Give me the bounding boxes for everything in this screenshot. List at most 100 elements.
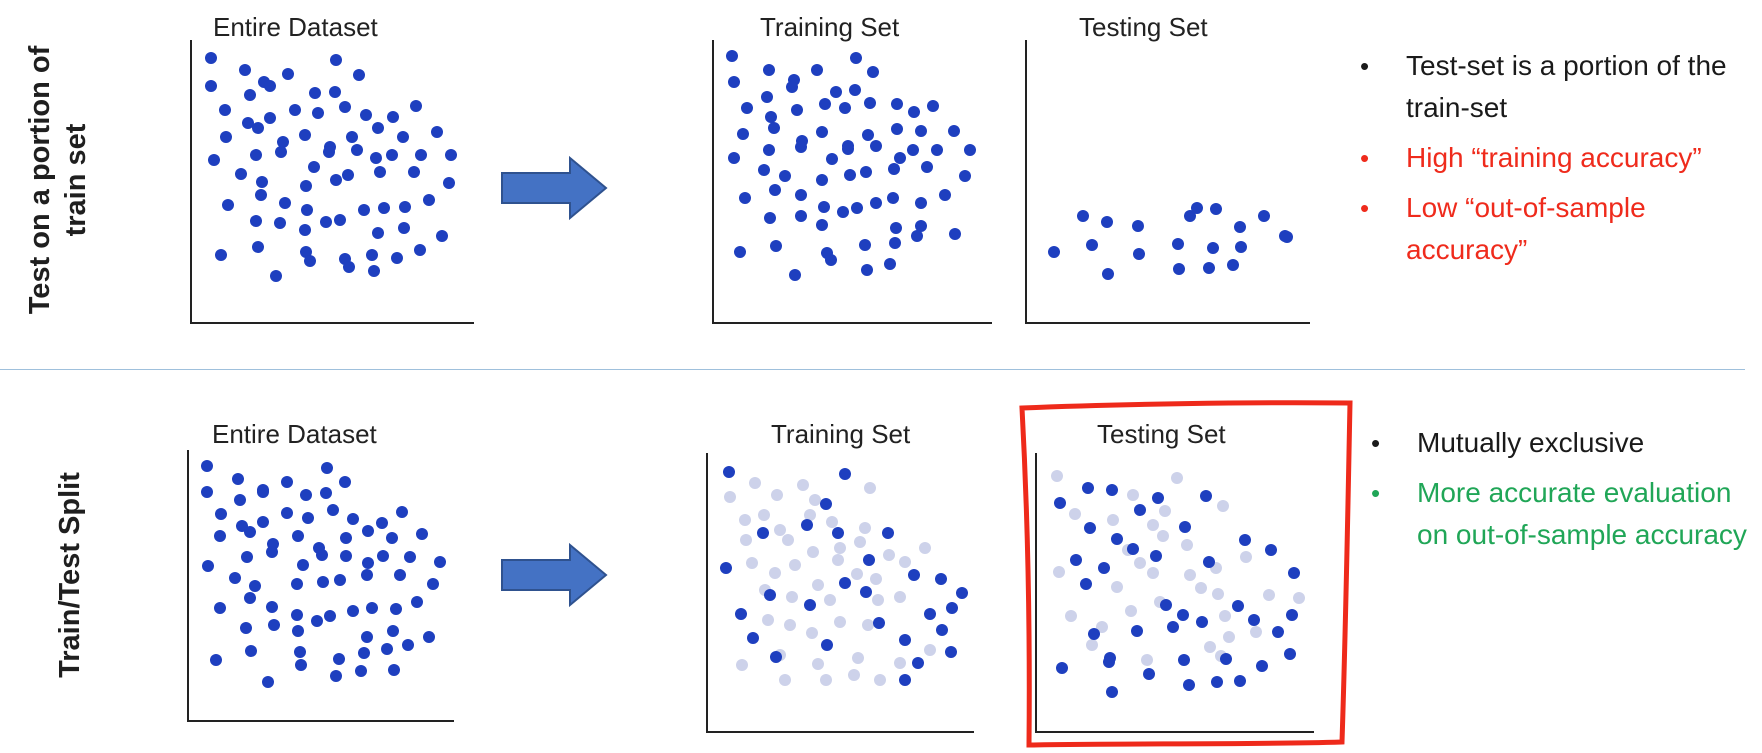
bottom-testing-faded-point xyxy=(1204,641,1216,653)
top-entire-point xyxy=(256,176,268,188)
top-training-point xyxy=(816,126,828,138)
bottom-training-faded-point xyxy=(736,659,748,671)
top-entire-point xyxy=(320,216,332,228)
top-training-point xyxy=(887,192,899,204)
top-training-point xyxy=(728,152,740,164)
bottom-testing-point xyxy=(1106,484,1118,496)
bottom-testing-faded-point xyxy=(1263,589,1275,601)
bottom-entire-point xyxy=(321,462,333,474)
bottom-training-point xyxy=(899,634,911,646)
bottom-testing-point xyxy=(1070,554,1082,566)
top-bullet-1: • Test-set is a portion of the train-set xyxy=(1360,50,1727,123)
bottom-entire-point xyxy=(240,622,252,634)
bottom-training-faded-point xyxy=(872,594,884,606)
bottom-entire-point xyxy=(245,645,257,657)
bottom-entire-point xyxy=(215,508,227,520)
bottom-entire-point xyxy=(295,659,307,671)
top-training-point xyxy=(931,144,943,156)
bottom-entire-point xyxy=(411,596,423,608)
bottom-entire-point xyxy=(387,625,399,637)
top-training-point xyxy=(826,153,838,165)
top-entire-point xyxy=(398,222,410,234)
top-bullet-2: • High “training accuracy” xyxy=(1360,142,1702,173)
bottom-entire-point xyxy=(294,646,306,658)
top-entire-point xyxy=(374,166,386,178)
bottom-testing-faded-point xyxy=(1065,610,1077,622)
bottom-testing-faded-point xyxy=(1051,470,1063,482)
top-entire-point xyxy=(289,104,301,116)
top-training-point xyxy=(818,201,830,213)
bottom-training-faded-point xyxy=(812,658,824,670)
bottom-training-faded-point xyxy=(834,616,846,628)
bottom-testing-faded-point xyxy=(1293,592,1305,604)
bottom-training-faded-point xyxy=(782,534,794,546)
bottom-entire-point xyxy=(229,572,241,584)
bottom-testing-faded-point xyxy=(1171,472,1183,484)
top-training-point xyxy=(758,164,770,176)
top-entire-point xyxy=(300,180,312,192)
bottom-training-faded-point xyxy=(746,557,758,569)
top-entire-point xyxy=(330,174,342,186)
top-entire-point xyxy=(252,122,264,134)
bottom-entire-point xyxy=(355,665,367,677)
bottom-entire-point xyxy=(241,551,253,563)
top-entire-point xyxy=(264,112,276,124)
top-entire-point xyxy=(366,249,378,261)
top-entire-point xyxy=(250,149,262,161)
bottom-testing-point xyxy=(1054,497,1066,509)
bottom-testing-faded-point xyxy=(1069,508,1081,520)
bottom-training-point xyxy=(946,602,958,614)
top-training-point xyxy=(795,141,807,153)
top-entire-point xyxy=(300,246,312,258)
bottom-entire-point xyxy=(334,574,346,586)
top-entire-point xyxy=(334,214,346,226)
bottom-testing-point xyxy=(1177,609,1189,621)
top-training-point xyxy=(939,189,951,201)
top-training-point xyxy=(816,174,828,186)
bottom-training-faded-point xyxy=(919,542,931,554)
bottom-training-faded-point xyxy=(864,482,876,494)
top-training-point xyxy=(870,140,882,152)
bottom-entire-point xyxy=(291,609,303,621)
bottom-training-point xyxy=(839,468,851,480)
bottom-testing-point xyxy=(1127,543,1139,555)
bottom-entire-point xyxy=(361,631,373,643)
top-entire-point xyxy=(368,265,380,277)
bottom-testing-point xyxy=(1134,504,1146,516)
bottom-training-faded-point xyxy=(824,594,836,606)
top-arrow-shape xyxy=(501,155,608,221)
bottom-entire-point xyxy=(281,507,293,519)
top-entire-point xyxy=(323,146,335,158)
bottom-testing-point xyxy=(1160,599,1172,611)
bottom-testing-point xyxy=(1234,675,1246,687)
bottom-testing-point xyxy=(1056,662,1068,674)
top-training-point xyxy=(830,86,842,98)
bottom-testing-point xyxy=(1286,609,1298,621)
bottom-testing-point xyxy=(1143,668,1155,680)
top-entire-point xyxy=(252,241,264,253)
top-entire-point xyxy=(387,111,399,123)
top-training-point xyxy=(811,64,823,76)
top-testing-point xyxy=(1279,230,1291,242)
top-entire-point xyxy=(309,87,321,99)
top-training-point xyxy=(915,197,927,209)
bottom-training-faded-point xyxy=(758,509,770,521)
top-entire-point xyxy=(397,131,409,143)
bottom-testing-faded-point xyxy=(1127,489,1139,501)
bottom-entire-point xyxy=(262,676,274,688)
top-entire-point xyxy=(270,270,282,282)
bottom-entire-point xyxy=(316,549,328,561)
top-entire-point xyxy=(330,54,342,66)
bottom-training-point xyxy=(882,527,894,539)
bottom-testing-faded-point xyxy=(1250,626,1262,638)
bottom-training-faded-point xyxy=(771,489,783,501)
bottom-training-set-axes xyxy=(706,453,974,733)
top-entire-point xyxy=(346,131,358,143)
bottom-entire-point xyxy=(249,580,261,592)
top-testing-point xyxy=(1133,248,1145,260)
bottom-testing-faded-point xyxy=(1086,639,1098,651)
top-training-set-axes xyxy=(712,40,992,324)
bottom-training-faded-point xyxy=(851,568,863,580)
top-entire-point xyxy=(255,189,267,201)
bottom-bullet-list: • Mutually exclusive • More accurate evalu… xyxy=(1371,422,1756,556)
